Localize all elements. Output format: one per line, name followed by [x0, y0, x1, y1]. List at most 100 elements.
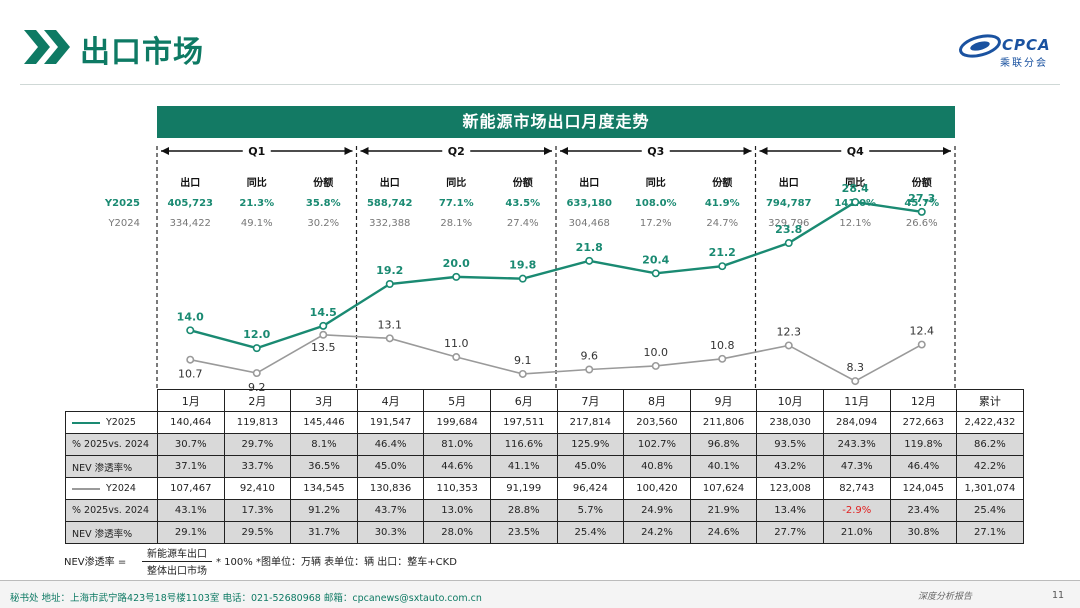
- table-cell: 8.1%: [290, 433, 358, 456]
- series-point-y2024: [385, 334, 394, 343]
- quarter-y2025-value: 77.1%: [439, 198, 474, 209]
- table-cell: 24.9%: [623, 499, 691, 522]
- formula-fraction: 新能源车出口 整体出口市场: [142, 545, 212, 577]
- table-cell: 211,806: [689, 411, 758, 434]
- table-cell: 47.3%: [822, 455, 891, 478]
- table-cell: 145,446: [290, 411, 358, 434]
- row-label-text: NEV 渗透率%: [72, 528, 133, 540]
- quarter-y2025-value: 45.7%: [904, 198, 939, 209]
- series-point-y2024: [651, 361, 660, 370]
- y2024-data-label: 9.6: [581, 350, 599, 363]
- series-point-y2025: [452, 272, 461, 281]
- row-label-text: % 2025vs. 2024: [72, 439, 150, 450]
- table-row-label: Y2025: [65, 411, 158, 434]
- series-point-y2024: [585, 365, 594, 374]
- y2024-data-label: 8.3: [847, 361, 865, 374]
- row-label-text: Y2025: [106, 417, 136, 428]
- table-column-header: 2月: [223, 389, 292, 412]
- y2024-data-label: 9.1: [514, 354, 532, 367]
- table-cell: 92,410: [223, 477, 292, 500]
- y2024-data-label: 13.1: [378, 318, 403, 331]
- table-cell: 24.2%: [623, 521, 691, 544]
- y2024-data-label: 12.4: [910, 325, 935, 338]
- table-cell: 91,199: [489, 477, 558, 500]
- table-cell: 29.7%: [223, 433, 292, 456]
- quarter-y2024-value: 30.2%: [307, 218, 339, 229]
- quarter-label: Q4: [847, 145, 864, 158]
- table-cell: 130,836: [356, 477, 425, 500]
- table-cell: 45.0%: [356, 455, 425, 478]
- table-row: % 2025vs. 2024 30.7% 29.7% 8.1% 46.4% 81.0% 11…: [65, 433, 1024, 456]
- y2024-data-label: 10.8: [710, 339, 735, 352]
- series-point-y2025: [784, 239, 793, 248]
- series-point-y2025: [252, 344, 261, 353]
- table-cell: 2,422,432: [956, 411, 1024, 434]
- table-cell: 41.1%: [489, 455, 558, 478]
- table-cell: 82,743: [822, 477, 891, 500]
- quarter-arrowhead-left-1: [360, 147, 369, 155]
- quarter-col-header: 出口: [380, 176, 400, 189]
- table-cell: 13.4%: [756, 499, 824, 522]
- table-cell: 1,301,074: [956, 477, 1024, 500]
- y2025-data-label: 20.4: [642, 253, 669, 266]
- table-cell: 45.0%: [556, 455, 625, 478]
- double-chevron-icon: [24, 30, 70, 64]
- quarter-arrowhead-right-3: [943, 147, 951, 155]
- row-label-text: Y2024: [106, 483, 136, 494]
- quarter-col-header: 同比: [646, 176, 666, 189]
- table-column-header: 12月: [889, 389, 958, 412]
- quarter-y2025-value: 108.0%: [635, 198, 677, 209]
- quarter-col-header: 出口: [779, 176, 799, 189]
- table-cell: 27.7%: [756, 521, 824, 544]
- legend-swatch: [72, 421, 100, 424]
- footer-address: 秘书处 地址：上海市武宁路423号18号楼1103室 电话：021-526809…: [10, 593, 482, 604]
- table-row: Y2025 140,464 119,813 145,446 191,547 199,684…: [65, 411, 1024, 434]
- y2025-data-label: 28.4: [842, 182, 869, 195]
- y2025-data-label: 19.8: [509, 259, 536, 272]
- table-cell: 42.2%: [956, 455, 1024, 478]
- series-point-y2024: [319, 330, 328, 339]
- table-column-header: 累计: [956, 389, 1024, 412]
- y2025-data-label: 19.2: [376, 264, 403, 277]
- header-divider: [20, 84, 1060, 85]
- y2024-data-label: 10.0: [644, 346, 669, 359]
- table-row: Y2024 107,467 92,410 134,545 130,836 110,353 9…: [65, 477, 1024, 500]
- table-cell: 40.8%: [623, 455, 691, 478]
- table-column-header: 6月: [489, 389, 558, 412]
- series-point-y2024: [784, 341, 793, 350]
- y2025-data-label: 21.8: [576, 241, 603, 254]
- table-cell: 31.7%: [290, 521, 358, 544]
- series-line-y2024: [190, 333, 923, 382]
- formula-label: NEV渗透率 =: [64, 557, 127, 568]
- table-cell: 27.1%: [956, 521, 1024, 544]
- table-cell: 110,353: [423, 477, 491, 500]
- y2025-data-label: 20.0: [443, 257, 470, 270]
- row-label-text: NEV 渗透率%: [72, 462, 133, 474]
- table-cell: 140,464: [157, 411, 225, 434]
- table-cell: 13.0%: [423, 499, 491, 522]
- chart-title: 新能源市场出口月度走势: [157, 106, 955, 138]
- table-cell: 24.6%: [689, 521, 758, 544]
- series-point-y2025: [186, 326, 195, 335]
- table-column-header: 8月: [623, 389, 691, 412]
- legend-swatch: [72, 487, 100, 490]
- quarter-y2025-value: 588,742: [367, 198, 413, 209]
- quarter-label: Q3: [647, 145, 664, 158]
- y2025-data-label: 14.5: [310, 306, 337, 319]
- table-cell: 23.5%: [489, 521, 558, 544]
- quarter-col-header: 份额: [912, 176, 932, 189]
- quarter-arrowhead-right-1: [544, 147, 552, 155]
- quarter-y2025-value: 35.8%: [306, 198, 341, 209]
- table-cell: 107,467: [157, 477, 225, 500]
- table-row: % 2025vs. 2024 43.1% 17.3% 91.2% 43.7% 13.0% 2…: [65, 499, 1024, 522]
- table-cell: 21.9%: [689, 499, 758, 522]
- table-cell: 25.4%: [556, 521, 625, 544]
- table-cell: 125.9%: [556, 433, 625, 456]
- series-point-y2025: [718, 262, 727, 271]
- monthly-data-table: 1月 2月 3月 4月 5月 6月 7月 8月 9月 10月 11月 12月 累计 Y2025 140,46…: [65, 389, 1024, 544]
- quarter-y2024-value: 304,468: [569, 218, 610, 229]
- table-cell: 243.3%: [822, 433, 891, 456]
- series-point-y2025: [585, 256, 594, 265]
- table-cell: 123,008: [756, 477, 824, 500]
